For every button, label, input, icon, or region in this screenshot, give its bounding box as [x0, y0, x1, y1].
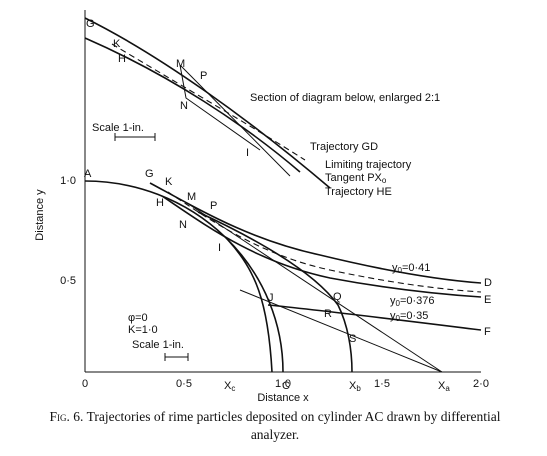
- y0-label: y0=0·376: [390, 295, 435, 308]
- inset-point-label: K: [113, 38, 121, 50]
- tangent: [189, 204, 443, 373]
- point-label: G: [145, 168, 154, 180]
- caption-text: Trajectories of rime particles deposited…: [86, 409, 501, 442]
- inset-title: Section of diagram below, enlarged 2:1: [250, 92, 440, 104]
- point-label: I: [218, 242, 221, 254]
- x-mark-base: X: [349, 380, 357, 392]
- point-label: J: [268, 292, 274, 304]
- x-tick-label: 1·0: [275, 378, 291, 390]
- x-mark-sub: a: [445, 384, 450, 393]
- limiting-trajectory: [167, 191, 482, 293]
- y-axis-label: Distance y: [34, 189, 46, 241]
- param: K=1·0: [128, 324, 158, 336]
- x-mark: Xa: [438, 380, 450, 393]
- y0-label-sub: 0: [396, 299, 401, 308]
- param: φ=0: [128, 312, 148, 324]
- y0-label-base: y: [390, 295, 396, 307]
- point-label: S: [349, 333, 356, 345]
- point-label: K: [165, 176, 173, 188]
- x-mark: Xb: [349, 380, 361, 393]
- inset-tangent: [179, 64, 291, 177]
- point-label: F: [484, 326, 491, 338]
- point-label: P: [210, 200, 217, 212]
- y0-label: y0=0·35: [390, 310, 428, 323]
- trajectory-gd: [149, 182, 482, 284]
- x-tick-label: 1·5: [374, 378, 390, 390]
- y0-label-base: y: [390, 310, 396, 322]
- inset-point-label: G: [86, 18, 95, 30]
- y0-label: y0=0·41: [392, 262, 430, 275]
- trajectory-he: [161, 195, 482, 298]
- curve-p: [197, 211, 353, 373]
- inset-scale: Scale 1-in.: [92, 122, 144, 134]
- x-mark-base: X: [438, 380, 446, 392]
- caption: Fig. 6. Trajectories of rime particles d…: [40, 408, 510, 444]
- inset-label-sub: o: [382, 176, 387, 185]
- inset-label: Trajectory GD: [310, 141, 378, 153]
- inset-label: Limiting trajectory: [325, 159, 412, 171]
- y0-label-value: =0·41: [402, 262, 430, 274]
- inset-label: Trajectory HE: [325, 186, 392, 198]
- inset-detail: [179, 64, 261, 151]
- y0-label-base: y: [392, 262, 398, 274]
- point-label: E: [484, 294, 491, 306]
- point-label: Q: [333, 291, 342, 303]
- point-label: R: [324, 308, 332, 320]
- inset-label: Tangent PXo: [325, 172, 387, 185]
- scale-label: Scale 1-in.: [132, 339, 184, 351]
- y0-label-value: =0·376: [400, 295, 435, 307]
- y0-label-value: =0·35: [400, 310, 428, 322]
- x-mark-base: X: [224, 380, 232, 392]
- y0-label-sub: 0: [398, 266, 403, 275]
- x-tick-label: 0: [82, 378, 88, 390]
- inset-point-label: I: [246, 147, 249, 159]
- y-tick-label: 0·5: [60, 275, 76, 287]
- x-mark: Xc: [224, 380, 235, 393]
- line-r: [239, 289, 443, 373]
- point-label: D: [484, 277, 492, 289]
- point-label: A: [84, 168, 92, 180]
- y0-label-sub: 0: [396, 314, 401, 323]
- point-label: M: [187, 191, 196, 203]
- point-label: N: [179, 219, 187, 231]
- x-mark-sub: b: [356, 384, 361, 393]
- inset-point-label: H: [118, 53, 126, 65]
- diagram: 0 0·5 1·0 1·5 2·0 0·5 1·0 Distance x Distance y S…: [34, 10, 492, 404]
- y-tick-label: 1·0: [60, 175, 76, 187]
- point-label: H: [156, 197, 164, 209]
- x-axis-label: Distance x: [257, 392, 309, 404]
- caption-label: Fig. 6.: [49, 409, 84, 424]
- inset-label-base: Tangent PX: [325, 172, 383, 184]
- x-tick-label: 2·0: [473, 378, 489, 390]
- inset-point-label: M: [176, 58, 185, 70]
- trajectory-f: [267, 304, 482, 331]
- point-label: C: [282, 380, 290, 392]
- inset-limiting: [111, 43, 306, 161]
- inset-trajectory-he: [84, 37, 301, 173]
- inset-point-label: P: [200, 70, 207, 82]
- x-mark-sub: c: [231, 384, 235, 393]
- x-tick-label: 0·5: [176, 378, 192, 390]
- curve-i: [227, 239, 273, 373]
- inset-point-label: N: [180, 100, 188, 112]
